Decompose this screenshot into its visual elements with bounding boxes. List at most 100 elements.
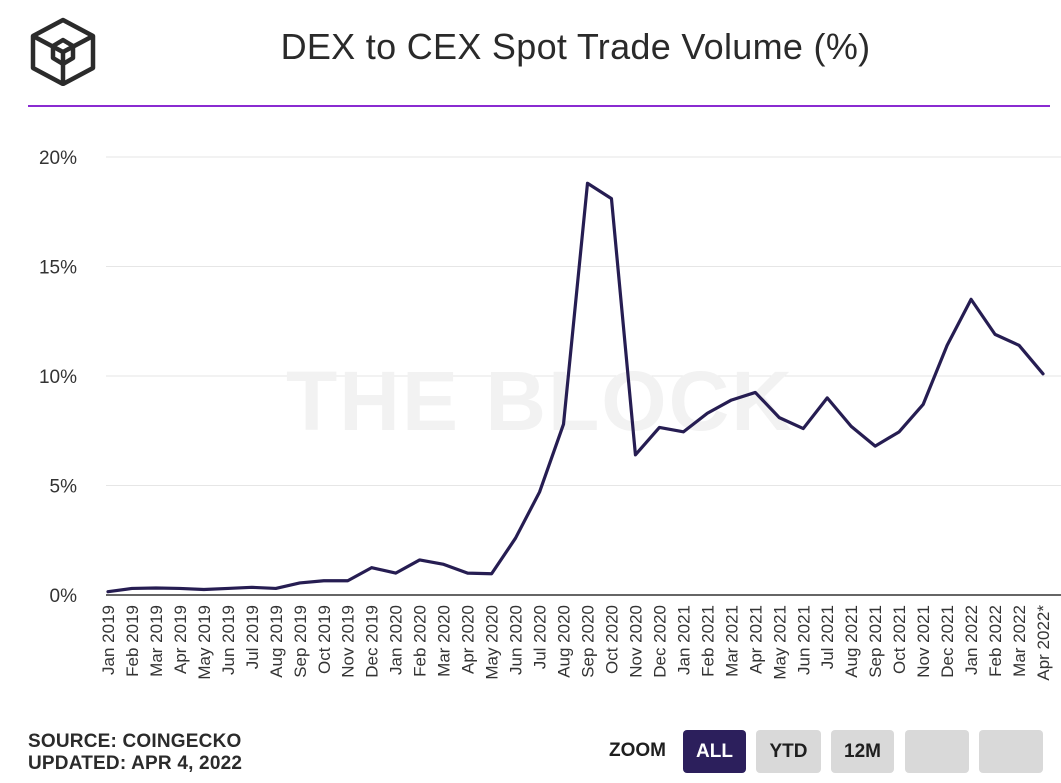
x-tick-label: Jan 2019: [99, 605, 118, 675]
data-point[interactable]: [992, 331, 998, 337]
data-point[interactable]: [537, 489, 543, 495]
data-point[interactable]: [752, 389, 758, 395]
x-tick-label: Nov 2021: [914, 605, 933, 678]
data-point[interactable]: [920, 401, 926, 407]
y-tick-label: 0%: [50, 586, 78, 607]
data-point[interactable]: [273, 585, 279, 591]
y-tick-label: 5%: [50, 477, 78, 498]
data-point[interactable]: [201, 587, 207, 593]
data-point[interactable]: [896, 429, 902, 435]
data-point[interactable]: [129, 585, 135, 591]
data-point[interactable]: [824, 395, 830, 401]
x-tick-label: Jul 2020: [531, 605, 550, 669]
x-tick-label: Mar 2019: [147, 605, 166, 677]
x-tick-label: Feb 2021: [698, 605, 717, 677]
data-point[interactable]: [704, 410, 710, 416]
data-point[interactable]: [776, 415, 782, 421]
x-tick-label: Feb 2022: [986, 605, 1005, 677]
x-tick-label: Dec 2019: [363, 605, 382, 678]
data-point[interactable]: [1040, 371, 1046, 377]
data-point[interactable]: [153, 585, 159, 591]
x-tick-label: Oct 2019: [315, 605, 334, 674]
data-point[interactable]: [465, 570, 471, 576]
x-tick-label: Jul 2019: [243, 605, 262, 669]
series-layer: [105, 180, 1046, 595]
x-tick-label: Nov 2019: [339, 605, 358, 678]
y-tick-label: 10%: [39, 367, 77, 388]
data-point[interactable]: [656, 424, 662, 430]
y-tick-label: 20%: [39, 148, 77, 169]
x-tick-label: Apr 2022*: [1034, 605, 1053, 681]
x-tick-label: Dec 2020: [650, 605, 669, 678]
x-tick-label: Jun 2020: [507, 605, 526, 675]
data-point[interactable]: [608, 196, 614, 202]
data-point[interactable]: [800, 426, 806, 432]
data-point[interactable]: [513, 535, 519, 541]
updated-note: UPDATED: APR 4, 2022: [28, 753, 243, 774]
x-tick-label: Apr 2020: [459, 605, 478, 674]
x-tick-label: Oct 2021: [890, 605, 909, 674]
x-tick-label: Sep 2019: [291, 605, 310, 678]
x-tick-label: Apr 2019: [171, 605, 190, 674]
x-tick-label: Jul 2021: [818, 605, 837, 669]
x-tick-label: Aug 2020: [555, 605, 574, 678]
data-point[interactable]: [584, 180, 590, 186]
y-axis-ticks: 0% 5% 10% 15% 20%: [39, 148, 77, 607]
zoom-blank-button-1[interactable]: [905, 730, 969, 773]
data-point[interactable]: [872, 443, 878, 449]
chart-title: DEX to CEX Spot Trade Volume (%): [280, 26, 871, 67]
watermark: THE BLOCK: [286, 354, 794, 448]
zoom-12m-button[interactable]: 12M: [831, 730, 894, 773]
data-point[interactable]: [345, 578, 351, 584]
zoom-all-button[interactable]: ALL: [683, 730, 746, 773]
line-chart: THE BLOCK 0% 5% 10% 15% 20% Jan 2019 Feb 2019…: [39, 148, 1061, 681]
data-point[interactable]: [968, 296, 974, 302]
data-point[interactable]: [489, 571, 495, 577]
x-tick-label: Jan 2021: [674, 605, 693, 675]
x-tick-label: Jun 2021: [794, 605, 813, 675]
data-point[interactable]: [561, 421, 567, 427]
data-point[interactable]: [225, 585, 231, 591]
x-tick-label: Jan 2020: [387, 605, 406, 675]
x-tick-label: Jan 2022: [962, 605, 981, 675]
x-tick-label: Aug 2019: [267, 605, 286, 678]
y-tick-label: 15%: [39, 258, 77, 279]
x-tick-label: Dec 2021: [938, 605, 957, 678]
x-tick-label: Sep 2020: [578, 605, 597, 678]
data-point[interactable]: [297, 580, 303, 586]
x-tick-label: Aug 2021: [842, 605, 861, 678]
data-point[interactable]: [393, 570, 399, 576]
x-tick-label: May 2020: [483, 605, 502, 680]
data-point[interactable]: [177, 585, 183, 591]
x-tick-label: Feb 2020: [411, 605, 430, 677]
x-axis-ticks: Jan 2019 Feb 2019 Mar 2019 Apr 2019 May 2019…: [99, 605, 1053, 681]
zoom-blank-button-2[interactable]: [979, 730, 1043, 773]
x-tick-label: Oct 2020: [602, 605, 621, 674]
title-divider: [28, 105, 1050, 107]
x-tick-label: Nov 2020: [626, 605, 645, 678]
data-point[interactable]: [728, 397, 734, 403]
x-tick-label: Jun 2019: [219, 605, 238, 675]
data-point[interactable]: [632, 452, 638, 458]
data-point[interactable]: [249, 584, 255, 590]
x-tick-label: Feb 2019: [123, 605, 142, 677]
data-point[interactable]: [105, 589, 111, 595]
grid-layer: [106, 156, 1061, 596]
data-point[interactable]: [369, 565, 375, 571]
data-point[interactable]: [848, 423, 854, 429]
data-point[interactable]: [680, 429, 686, 435]
zoom-ytd-button[interactable]: YTD: [756, 730, 821, 773]
x-tick-label: May 2021: [770, 605, 789, 680]
data-point[interactable]: [417, 557, 423, 563]
data-point[interactable]: [321, 578, 327, 584]
x-tick-label: Mar 2020: [435, 605, 454, 677]
x-tick-label: Sep 2021: [866, 605, 885, 678]
data-point[interactable]: [1016, 342, 1022, 348]
data-point[interactable]: [441, 561, 447, 567]
source-note: SOURCE: COINGECKO: [28, 731, 242, 752]
x-tick-label: Apr 2021: [746, 605, 765, 674]
x-tick-label: May 2019: [195, 605, 214, 680]
data-point[interactable]: [944, 342, 950, 348]
x-tick-label: Mar 2021: [722, 605, 741, 677]
zoom-label: ZOOM: [609, 740, 666, 761]
